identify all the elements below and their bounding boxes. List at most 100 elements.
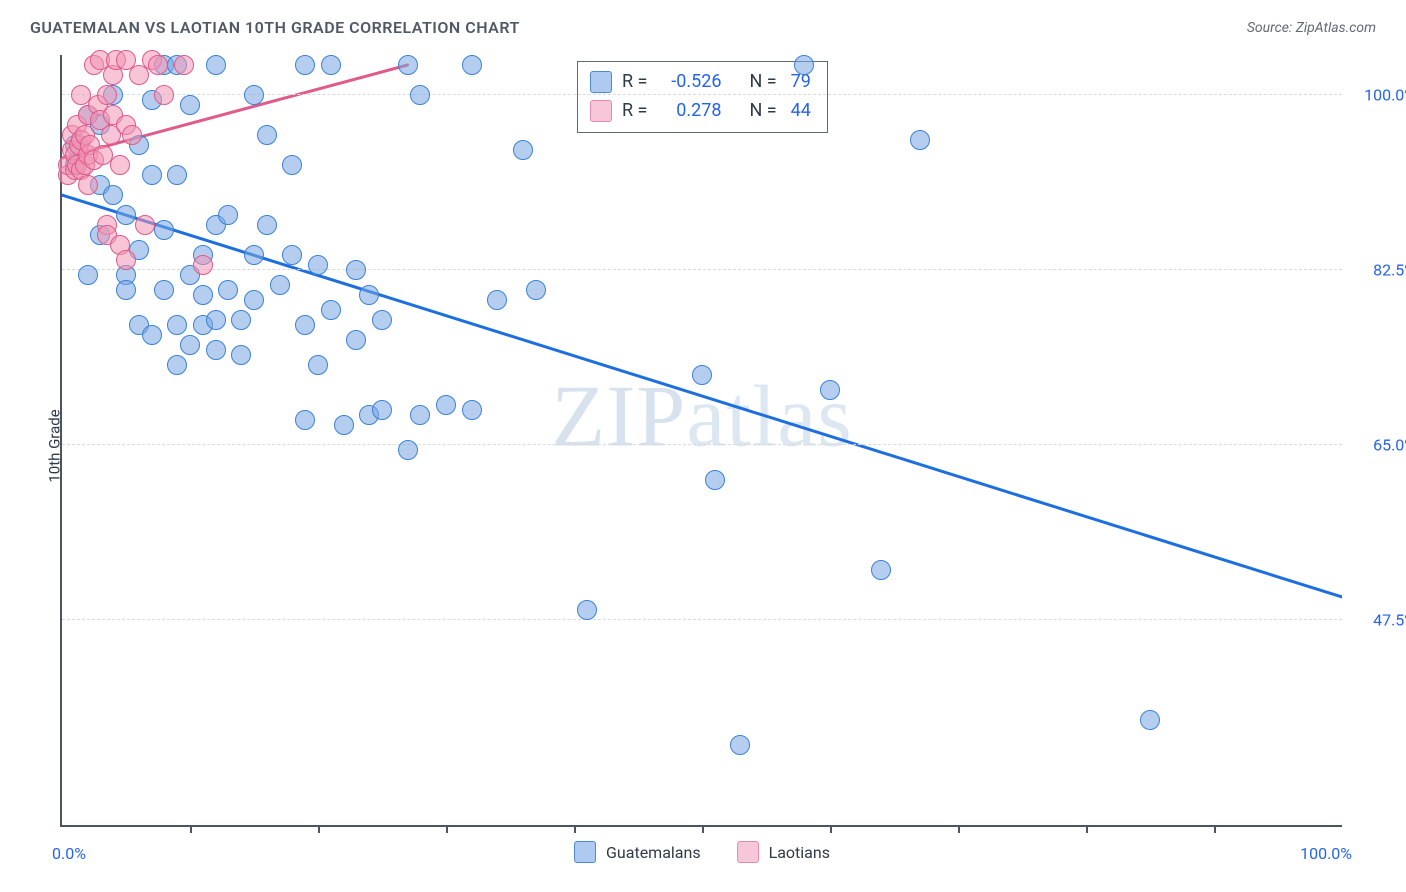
scatter-point [244, 290, 264, 310]
scatter-point [97, 85, 117, 105]
stats-row-guatemalans: R = -0.526 N = 79 [590, 68, 811, 97]
swatch-blue-icon [574, 841, 596, 863]
scatter-point [398, 440, 418, 460]
scatter-point [78, 265, 98, 285]
y-tick-label: 82.5% [1373, 261, 1406, 280]
scatter-point [122, 125, 142, 145]
chart-plot-area: ZIPatlas R = -0.526 N = 79 R = 0.278 N =… [60, 55, 1342, 827]
scatter-point [218, 280, 238, 300]
legend-item-laotians: Laotians [737, 841, 830, 863]
source-attribution: Source: ZipAtlas.com [1247, 20, 1376, 36]
scatter-point [206, 340, 226, 360]
scatter-point [116, 205, 136, 225]
scatter-point [142, 165, 162, 185]
scatter-point [487, 290, 507, 310]
y-tick-label: 100.0% [1364, 86, 1406, 105]
scatter-point [359, 285, 379, 305]
scatter-point [244, 85, 264, 105]
scatter-point [116, 280, 136, 300]
stat-label-R: R = [622, 97, 647, 126]
series-legend: Guatemalans Laotians [574, 841, 830, 863]
scatter-point [142, 325, 162, 345]
scatter-point [180, 335, 200, 355]
swatch-blue-icon [590, 71, 612, 93]
scatter-point [154, 85, 174, 105]
scatter-point [295, 55, 315, 75]
scatter-point [206, 310, 226, 330]
scatter-point [334, 415, 354, 435]
stat-label-R: R = [622, 68, 647, 97]
scatter-point [244, 245, 264, 265]
scatter-point [295, 410, 315, 430]
scatter-point [410, 85, 430, 105]
scatter-point [78, 175, 98, 195]
correlation-stats-legend: R = -0.526 N = 79 R = 0.278 N = 44 [577, 61, 828, 133]
x-axis-max-label: 100.0% [1300, 844, 1352, 863]
scatter-point [231, 310, 251, 330]
scatter-point [308, 355, 328, 375]
stat-label-N: N = [749, 97, 776, 126]
scatter-point [135, 215, 155, 235]
scatter-point [526, 280, 546, 300]
x-tick [318, 825, 320, 833]
scatter-point [218, 205, 238, 225]
stats-row-laotians: R = 0.278 N = 44 [590, 97, 811, 126]
x-tick [1086, 825, 1088, 833]
stat-N-laotians: 44 [791, 97, 811, 126]
scatter-point [282, 155, 302, 175]
x-tick [1214, 825, 1216, 833]
x-tick [446, 825, 448, 833]
scatter-point [436, 395, 456, 415]
chart-title: GUATEMALAN VS LAOTIAN 10TH GRADE CORRELA… [30, 18, 520, 37]
stat-label-N: N = [749, 68, 776, 97]
scatter-point [193, 285, 213, 305]
y-tick-label: 65.0% [1373, 436, 1406, 455]
stat-R-laotians: 0.278 [661, 97, 721, 126]
scatter-point [103, 185, 123, 205]
scatter-point [794, 55, 814, 75]
legend-label: Guatemalans [606, 843, 701, 862]
scatter-point [282, 245, 302, 265]
scatter-point [346, 260, 366, 280]
y-tick-label: 47.5% [1373, 611, 1406, 630]
scatter-point [462, 400, 482, 420]
swatch-pink-icon [590, 100, 612, 122]
x-axis-min-label: 0.0% [52, 844, 86, 863]
x-tick [830, 825, 832, 833]
x-tick [574, 825, 576, 833]
swatch-pink-icon [737, 841, 759, 863]
scatter-point [398, 55, 418, 75]
scatter-point [295, 315, 315, 335]
scatter-point [410, 405, 430, 425]
scatter-point [372, 400, 392, 420]
scatter-point [1140, 710, 1160, 730]
scatter-point [577, 600, 597, 620]
x-tick [702, 825, 704, 833]
scatter-point [148, 55, 168, 75]
scatter-point [346, 330, 366, 350]
scatter-point [308, 255, 328, 275]
scatter-point [321, 300, 341, 320]
gridline-h [62, 444, 1342, 445]
scatter-point [180, 95, 200, 115]
legend-label: Laotians [769, 843, 830, 862]
scatter-point [167, 355, 187, 375]
scatter-point [167, 315, 187, 335]
scatter-point [910, 130, 930, 150]
scatter-point [110, 155, 130, 175]
scatter-point [270, 275, 290, 295]
scatter-point [705, 470, 725, 490]
scatter-point [692, 365, 712, 385]
scatter-point [462, 55, 482, 75]
scatter-point [513, 140, 533, 160]
gridline-h [62, 619, 1342, 620]
scatter-point [154, 280, 174, 300]
scatter-point [231, 345, 251, 365]
scatter-point [206, 55, 226, 75]
scatter-point [193, 255, 213, 275]
scatter-point [116, 250, 136, 270]
scatter-point [730, 735, 750, 755]
scatter-point [154, 220, 174, 240]
scatter-point [174, 55, 194, 75]
scatter-point [257, 215, 277, 235]
